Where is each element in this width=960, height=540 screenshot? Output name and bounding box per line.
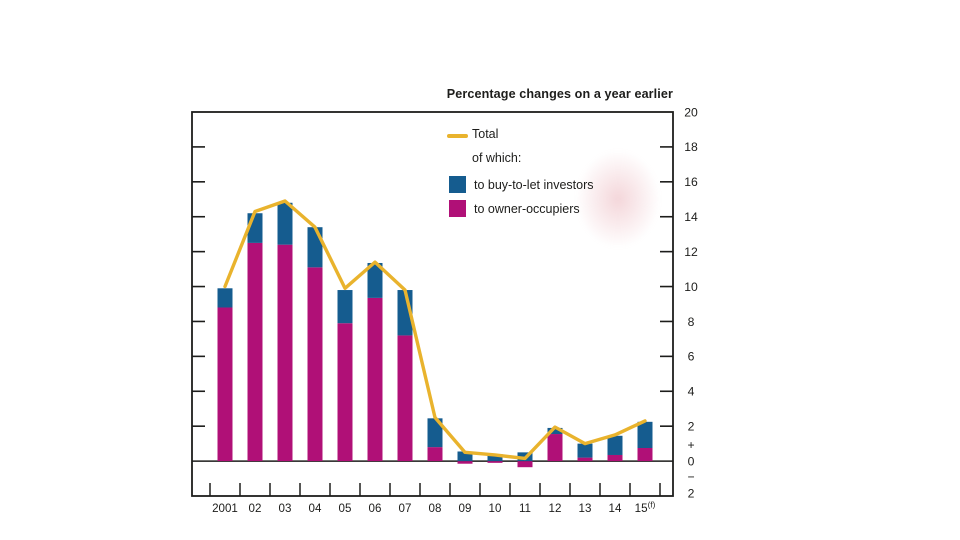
legend-buy-to-let-label: to buy-to-let investors <box>474 178 594 192</box>
buy-to-let-swatch-icon <box>449 176 466 193</box>
bar-owner-occupiers <box>547 434 563 462</box>
y-axis-label: 2 <box>688 487 695 501</box>
y-axis-label: 18 <box>684 140 698 154</box>
bar-buy-to-let <box>607 435 623 455</box>
plot-frame <box>191 111 674 497</box>
y-axis-label: 14 <box>684 210 698 224</box>
x-axis-label: 2001 <box>212 502 238 515</box>
x-axis-label: 11 <box>519 502 531 515</box>
bar-owner-occupiers <box>457 461 473 464</box>
bar-owner-occupiers <box>427 447 443 462</box>
x-axis-label: 06 <box>369 502 382 515</box>
watermark <box>576 150 660 248</box>
y-axis-label: 4 <box>688 385 695 399</box>
bar-buy-to-let <box>307 227 323 268</box>
legend-total-label: Total <box>472 127 499 141</box>
bar-buy-to-let <box>277 202 293 245</box>
chart-title: Percentage changes on a year earlier <box>446 87 673 101</box>
bar-owner-occupiers <box>577 457 593 462</box>
bar-owner-occupiers <box>217 307 233 462</box>
y-axis-label: 12 <box>684 245 698 259</box>
bar-owner-occupiers <box>337 323 353 462</box>
y-axis-label: + <box>687 438 694 452</box>
bar-buy-to-let <box>217 288 233 308</box>
x-axis-label: 10 <box>489 502 502 515</box>
legend-owner-occupiers-label: to owner-occupiers <box>474 202 580 216</box>
bar-buy-to-let <box>547 427 563 435</box>
x-axis-label: 03 <box>279 502 292 515</box>
total-line <box>223 199 647 461</box>
x-axis-label: 15(f) <box>635 501 656 516</box>
y-axis-label: 16 <box>684 175 698 189</box>
x-axis-label: 09 <box>459 502 472 515</box>
x-axis-label: 13 <box>579 502 592 515</box>
y-axis-label: 20 <box>684 105 698 119</box>
x-axis-label: 05 <box>339 502 352 515</box>
y-axis-label: 10 <box>684 280 698 294</box>
total-line-swatch-icon <box>447 134 468 138</box>
bar-buy-to-let <box>637 421 653 448</box>
y-axis-label: 0 <box>688 454 695 468</box>
bar-owner-occupiers <box>607 454 623 462</box>
bar-owner-occupiers <box>277 244 293 462</box>
y-axis-label: 2 <box>688 419 695 433</box>
legend-of-which-label: of which: <box>472 151 522 165</box>
bar-buy-to-let <box>457 451 473 462</box>
bar-owner-occupiers <box>517 461 533 468</box>
bar-buy-to-let <box>367 262 383 298</box>
bar-buy-to-let <box>337 290 353 324</box>
x-axis-label: 04 <box>309 502 322 515</box>
owner-occupiers-swatch-icon <box>449 200 466 217</box>
bar-owner-occupiers <box>397 335 413 462</box>
bar-owner-occupiers <box>247 242 263 462</box>
x-axis-label: 08 <box>429 502 442 515</box>
y-axis-label: 6 <box>688 350 695 364</box>
bar-owner-occupiers <box>487 461 503 463</box>
bar-buy-to-let <box>577 443 593 458</box>
bar-owner-occupiers <box>307 267 323 462</box>
x-axis-label: 12 <box>549 502 562 515</box>
bar-owner-occupiers <box>367 297 383 462</box>
y-axis-label: − <box>687 470 694 484</box>
bar-owner-occupiers <box>637 448 653 462</box>
bar-buy-to-let <box>487 454 503 462</box>
y-axis-label: 8 <box>688 315 695 329</box>
x-axis-label: 07 <box>399 502 412 515</box>
x-axis-label: 02 <box>249 502 262 515</box>
bar-buy-to-let <box>427 418 443 448</box>
x-axis-label: 14 <box>609 502 622 515</box>
